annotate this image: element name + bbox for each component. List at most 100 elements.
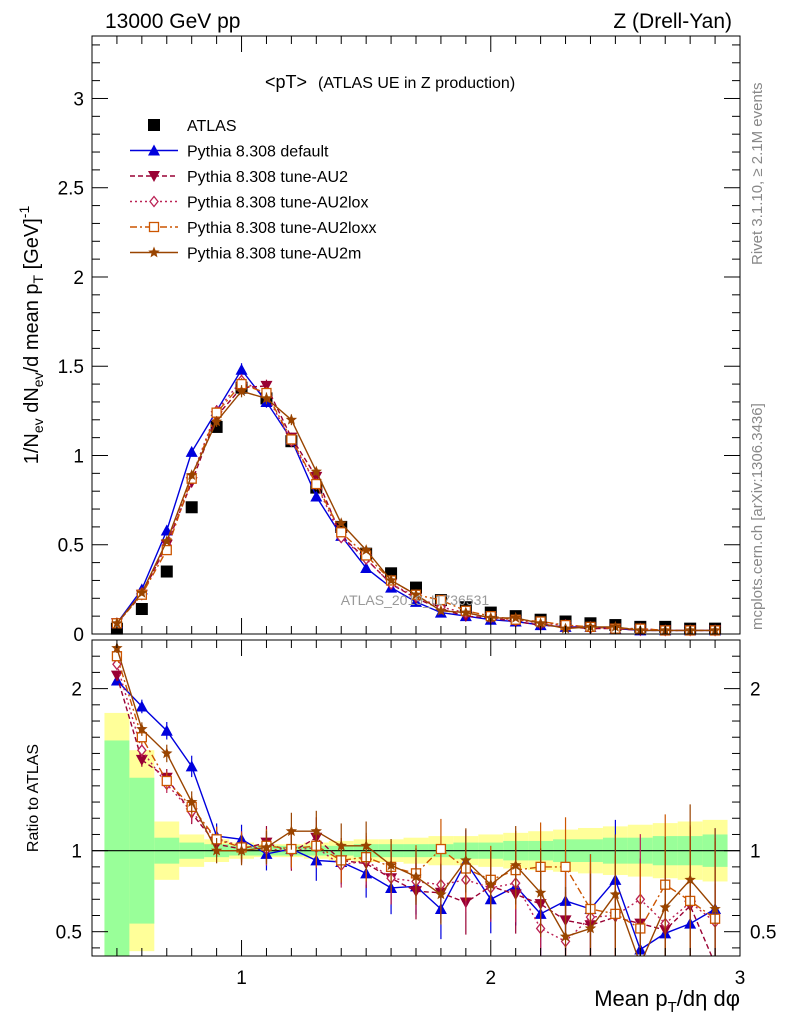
data-point [310,465,322,477]
data-point [185,501,198,514]
main-title-tspan: <pT> [265,72,307,92]
ratio-point [335,839,347,851]
data-point [510,611,522,623]
data-point [534,617,547,629]
y-tick-label: 1 [73,446,84,467]
ratio-y-tick-label-right: 0.5 [750,923,776,944]
ratio-point [161,747,173,759]
data-point [336,527,347,538]
y-tick-label: 3 [73,89,84,110]
y-tick-label: 0 [73,625,84,646]
legend-marker [148,144,160,156]
x-tick-label: 1 [236,968,247,989]
watermark: ATLAS_2019_I1736531 [341,592,490,608]
data-point [460,606,472,618]
ratio-point [136,723,148,734]
data-point [385,574,397,586]
ratio-point [260,841,273,853]
ratio-point [360,839,372,851]
legend-entry: Pythia 8.308 tune-AU2 [187,169,348,186]
legend-entry: Pythia 8.308 tune-AU2loxx [187,220,376,237]
ratio-point [137,744,147,757]
ratio-point [135,700,148,712]
data-point [136,586,148,598]
data-point [335,517,347,529]
ratio-point [185,760,198,772]
ratio-point [135,754,148,766]
data-point [410,588,422,600]
ratio-point [161,775,172,787]
data-point [485,611,497,623]
main-title: <pT> (ATLAS UE in Z production) [265,72,515,92]
ratio-point [435,843,447,855]
ratio-y-tick-label-right: 1 [750,842,761,863]
legend-marker [148,221,160,233]
data-point [260,392,273,404]
data-point [260,380,273,392]
data-point [360,561,373,573]
ratio-point [186,796,198,807]
ratio-point [609,888,622,900]
data-point [210,415,223,427]
data-point [310,490,323,502]
main-panel: 0 0.5 1 1.5 2 2.5 3 <pT> (ATLAS UE in Z produc… [16,35,741,646]
ratio-point [460,854,472,866]
data-point [161,535,173,546]
x-tick-label: 2 [485,968,496,989]
ratio-panel: 0.5 0.5 1 1 2 2 1 2 3 Ratio to ATLAS Mean pT/dη … [25,639,776,1016]
ratio-point [410,870,422,882]
main-y-axis-label: 1/Nev dNev/d mean pT [GeV]-1 [16,206,46,465]
ratio-point [584,922,597,934]
green-band [104,740,130,956]
ratio-y-axis-label: Ratio to ATLAS [25,744,42,852]
ratio-series-group [110,642,722,970]
data-point [435,604,447,616]
ratio-point [210,844,223,856]
data-point [311,478,322,490]
ratio-point [559,930,572,942]
ratio-point [235,844,248,856]
ratio-point [285,825,298,837]
legend-entry: Pythia 8.308 default [187,144,329,161]
ratio-point [560,861,571,873]
data-point [135,603,148,616]
data-point [160,565,173,578]
legend-marker [149,195,159,208]
ratio-point [310,825,322,837]
header-right: Z (Drell-Yan) [613,10,732,33]
main-subtitle: (ATLAS UE in Z production) [318,75,515,92]
ratio-point [110,670,123,682]
ratio-point [635,958,646,969]
ratio-point [510,859,522,871]
mcplots-label: mcplots.cern.ch [arXiv:1306.3436] [749,403,766,630]
legend: ATLAS Pythia 8.308 default Pythia 8.308 tu… [130,118,376,263]
data-point [235,385,248,397]
ratio-point [709,903,721,914]
ratio-y-tick-label-right: 2 [750,680,761,701]
header-left: 13000 GeV pp [105,10,240,33]
legend-marker [148,246,160,258]
ratio-point [160,724,173,736]
data-point [286,434,297,445]
legend-marker [148,171,160,182]
ratio-point [385,859,397,871]
y-tick-label: 1.5 [58,357,84,378]
legend-entry: ATLAS [187,118,237,135]
legend-entry: Pythia 8.308 tune-AU2m [187,246,361,263]
data-point [186,469,198,480]
rivet-label: Rivet 3.1.10, ≥ 2.1M events [749,83,766,266]
ratio-point [534,886,547,898]
data-point [210,420,223,433]
ratio-y-tick-label: 1 [71,842,82,863]
y-tick-label: 2 [73,268,84,289]
x-axis-label: Mean pT/dη dφ [594,986,740,1016]
ratio-point [709,959,721,970]
ratio-y-tick-label: 2 [71,680,82,701]
ratio-point [485,878,497,890]
y-tick-label: 2.5 [58,179,84,200]
y-tick-label: 0.5 [58,536,84,557]
data-point [285,413,298,425]
data-point [360,544,372,555]
data-point [111,617,123,629]
